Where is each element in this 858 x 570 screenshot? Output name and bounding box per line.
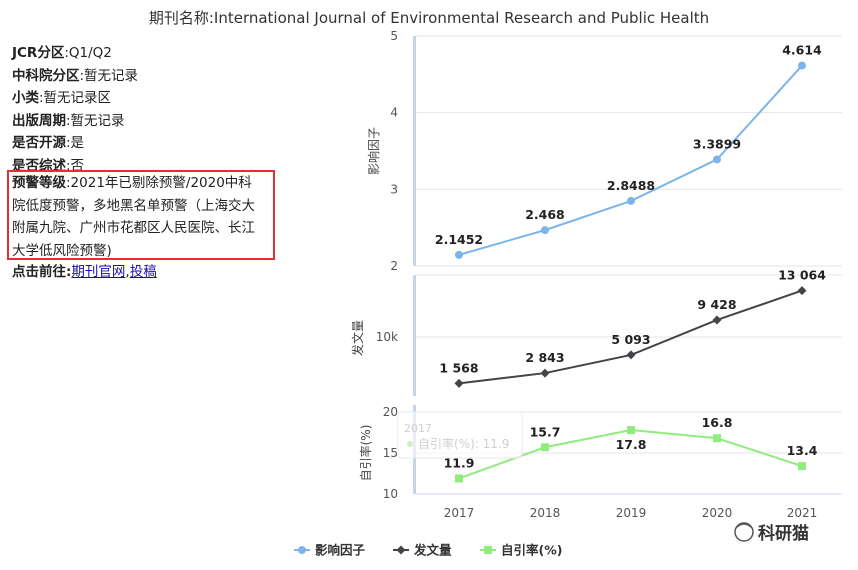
data-label: 2.468	[525, 207, 565, 222]
data-label: 1 568	[439, 360, 478, 375]
data-point	[455, 250, 463, 259]
data-point	[627, 196, 635, 205]
data-point	[541, 443, 549, 452]
data-point	[627, 426, 635, 435]
data-point	[540, 368, 550, 378]
watermark-icon-circle	[734, 522, 754, 542]
data-label: 15.7	[530, 424, 561, 439]
data-label: 16.8	[702, 415, 733, 430]
legend-label: 影响因子	[315, 543, 366, 558]
info-row-cas: 中科院分区:暂无记录	[12, 67, 139, 84]
submit-link[interactable]: 投稿	[129, 264, 157, 280]
tooltip-year: 2017	[404, 422, 432, 435]
links-row: 点击前往:期刊官网,投稿	[12, 260, 157, 280]
y-tick-label-if: 3	[390, 182, 398, 196]
x-tick-label: 2017	[444, 506, 475, 520]
legend-label: 自引率(%)	[501, 543, 562, 558]
series-line	[458, 64, 803, 256]
info-row-review: 是否综述:否	[12, 157, 85, 174]
watermark-icon	[734, 522, 754, 542]
x-tick-label: 2018	[530, 506, 561, 520]
data-label: 2.8488	[607, 178, 655, 193]
data-point	[713, 434, 721, 443]
data-label: 9 428	[697, 297, 736, 312]
y-tick-label-articles: 10k	[376, 330, 398, 344]
y-axis-label-articles: 发文量	[350, 320, 365, 356]
info-row-oa: 是否开源:是	[12, 135, 85, 151]
panel-axis-bar	[413, 36, 416, 266]
warning-text: 预警等级:2021年已剔除预警/2020中科院低度预警，多地黑名单预警（上海交大…	[12, 175, 255, 259]
info-row-subclass: 小类:暂无记录区	[12, 90, 112, 106]
panel-axis-bar	[413, 275, 416, 396]
data-point	[797, 286, 807, 296]
y-tick-label-if: 2	[390, 259, 398, 273]
warning-highlight-box	[7, 170, 275, 260]
data-point	[798, 462, 806, 471]
y-tick-label-selfcite: 15	[383, 446, 398, 460]
data-point	[712, 315, 722, 325]
data-point	[541, 226, 549, 235]
data-point	[455, 474, 463, 483]
tooltip-text: 自引率(%): 11.9	[418, 436, 509, 451]
data-label: 2.1452	[435, 232, 483, 247]
data-point	[798, 61, 806, 70]
y-axis-label-if: 影响因子	[366, 127, 381, 175]
info-row-cycle: 出版周期:暂无记录	[12, 112, 125, 129]
legend-marker	[484, 546, 492, 554]
page-title: 期刊名称:International Journal of Environmen…	[148, 9, 710, 27]
watermark-text: 科研猫	[758, 523, 809, 544]
data-label: 13.4	[787, 443, 818, 458]
data-point	[626, 350, 636, 360]
data-label: 5 093	[611, 332, 650, 347]
x-tick-label: 2021	[787, 506, 818, 520]
y-axis-label-selfcite: 自引率(%)	[358, 425, 373, 482]
data-label: 11.9	[444, 455, 475, 470]
data-label: 2 843	[525, 350, 564, 365]
journal-info: JCR分区:Q1/Q2 中科院分区:暂无记录 小类:暂无记录区 出版周期:暂无记…	[12, 42, 274, 177]
legend-label: 发文量	[413, 543, 452, 558]
links-label: 点击前往:	[12, 264, 72, 280]
data-label: 3.3899	[693, 136, 741, 151]
x-tick-label: 2020	[702, 506, 733, 520]
tooltip-marker	[407, 441, 413, 447]
data-point	[713, 155, 721, 164]
official-site-link[interactable]: 期刊官网	[71, 264, 126, 280]
y-tick-label-if: 4	[390, 106, 398, 120]
links-separator: ,	[125, 264, 130, 280]
x-tick-label: 2019	[616, 506, 647, 520]
tooltip-box	[397, 411, 523, 459]
y-tick-label-selfcite: 10	[383, 487, 398, 501]
watermark-icon-arc	[735, 523, 753, 529]
info-row-jcr: JCR分区:Q1/Q2	[12, 45, 112, 61]
data-label: 17.8	[616, 437, 647, 452]
legend-marker	[298, 546, 306, 554]
y-tick-label-if: 5	[390, 29, 398, 43]
data-point	[454, 378, 464, 388]
legend-marker	[396, 545, 406, 555]
data-label: 13 064	[778, 268, 826, 283]
data-label: 4.614	[782, 43, 822, 58]
y-tick-label-selfcite: 20	[383, 405, 398, 419]
